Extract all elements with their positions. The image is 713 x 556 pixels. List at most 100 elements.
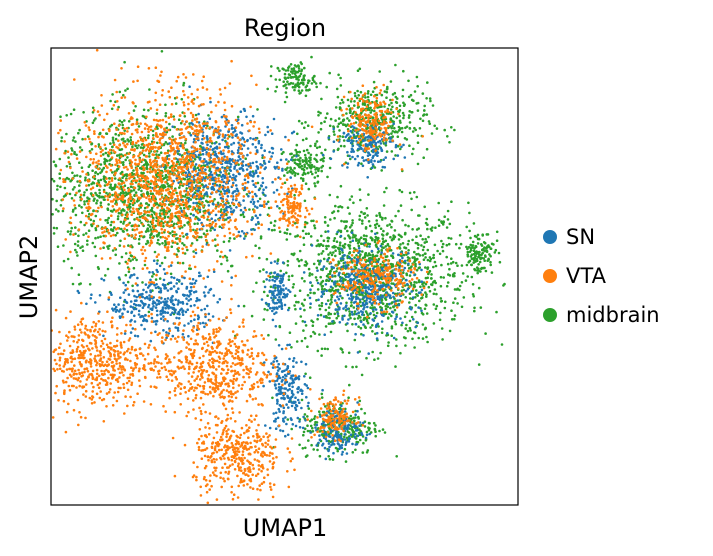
point-midbrain-c5 xyxy=(259,237,263,240)
point-midbrain-c6 xyxy=(294,172,297,175)
point-midbrain-c1 xyxy=(403,103,407,106)
point-midbrain-c5 xyxy=(65,165,69,168)
point-midbrain-c0 xyxy=(330,301,333,304)
point-sn-c1 xyxy=(350,310,354,314)
point-midbrain-c0 xyxy=(327,253,330,256)
point-midbrain-c2 xyxy=(321,410,325,414)
point-sn-c0 xyxy=(240,123,244,127)
point-midbrain-c5 xyxy=(131,145,134,149)
point-midbrain-c4 xyxy=(291,85,295,89)
point-midbrain-c1 xyxy=(342,139,346,142)
point-midbrain-c5 xyxy=(105,191,108,195)
point-midbrain-c4 xyxy=(294,84,297,87)
point-midbrain-c0 xyxy=(430,273,433,276)
point-midbrain-c0 xyxy=(437,218,441,222)
point-midbrain-c5 xyxy=(218,225,222,228)
point-midbrain-c0 xyxy=(308,272,312,275)
point-sn-c0 xyxy=(251,143,255,146)
point-midbrain-c0 xyxy=(402,288,406,292)
point-midbrain-c5 xyxy=(119,239,122,243)
point-midbrain-c4 xyxy=(284,83,288,86)
point-sn-c3 xyxy=(273,357,277,360)
point-midbrain-c1 xyxy=(433,124,437,128)
point-midbrain-c1 xyxy=(380,169,384,172)
point-midbrain-c5 xyxy=(98,194,101,198)
point-midbrain-c5 xyxy=(195,238,199,242)
point-sn-c3 xyxy=(281,375,285,379)
point-midbrain-c5 xyxy=(141,281,144,284)
point-midbrain-c4 xyxy=(288,73,292,77)
point-midbrain-c5 xyxy=(158,212,162,215)
point-sn-c3 xyxy=(292,359,295,363)
point-midbrain-c5 xyxy=(227,201,230,205)
point-midbrain-c0 xyxy=(502,284,505,287)
point-sn-c0 xyxy=(227,130,230,133)
point-sn-c2 xyxy=(111,307,114,311)
point-midbrain-c5 xyxy=(134,105,137,108)
point-midbrain-c5 xyxy=(150,233,153,236)
point-midbrain-c0 xyxy=(460,281,464,284)
point-midbrain-c0 xyxy=(384,307,388,311)
point-sn-c0 xyxy=(256,165,260,169)
point-sn-c2 xyxy=(133,314,136,318)
point-midbrain-c3 xyxy=(478,250,481,254)
point-sn-c2 xyxy=(157,285,160,289)
point-midbrain-c0 xyxy=(390,334,394,338)
point-sn-c3 xyxy=(290,389,294,393)
point-sn-c1 xyxy=(369,285,373,288)
point-midbrain-c5 xyxy=(184,141,187,145)
point-sn-c2 xyxy=(181,300,184,304)
point-midbrain-c5 xyxy=(56,188,59,191)
point-sn-c3 xyxy=(295,361,298,364)
point-midbrain-c0 xyxy=(320,287,324,291)
point-midbrain-c5 xyxy=(74,206,77,210)
point-sn-c2 xyxy=(203,307,207,311)
point-midbrain-c5 xyxy=(111,171,114,174)
point-sn-c2 xyxy=(189,286,193,289)
point-midbrain-c5 xyxy=(140,189,143,193)
point-midbrain-c2 xyxy=(318,410,321,414)
point-midbrain-c5 xyxy=(179,180,183,183)
point-sn-c0 xyxy=(228,249,232,252)
point-midbrain-c4 xyxy=(297,78,300,82)
point-sn-c0 xyxy=(211,176,215,179)
point-midbrain-c0 xyxy=(309,291,312,295)
point-midbrain-c4 xyxy=(295,65,298,68)
point-midbrain-c0 xyxy=(428,259,432,263)
point-sn-c0 xyxy=(185,232,189,236)
point-midbrain-c0 xyxy=(373,238,377,242)
point-midbrain-c5 xyxy=(120,227,123,231)
point-midbrain-c1 xyxy=(416,109,420,112)
point-midbrain-c2 xyxy=(367,428,371,432)
point-midbrain-c0 xyxy=(332,251,335,254)
point-sn-c2 xyxy=(187,334,190,338)
point-midbrain-c1 xyxy=(387,126,390,130)
point-sn-c0 xyxy=(261,191,265,194)
point-midbrain-c1 xyxy=(429,99,432,103)
point-sn-c1 xyxy=(405,278,408,282)
point-midbrain-c1 xyxy=(421,119,425,123)
point-sn-c2 xyxy=(155,283,158,286)
point-midbrain-c6 xyxy=(303,165,307,168)
point-midbrain-c5 xyxy=(78,128,81,132)
point-midbrain-c5 xyxy=(65,132,68,136)
point-midbrain-c0 xyxy=(364,239,368,242)
point-midbrain-c0 xyxy=(417,336,421,340)
point-midbrain-c5 xyxy=(111,249,115,252)
point-midbrain-c5 xyxy=(92,119,96,122)
point-sn-c1 xyxy=(375,331,379,335)
point-midbrain-c5 xyxy=(116,167,120,170)
point-midbrain-c0 xyxy=(324,308,328,312)
point-sn-c3 xyxy=(278,392,282,395)
point-sn-c1 xyxy=(391,252,395,255)
point-sn-c0 xyxy=(213,163,216,166)
point-sn-c2 xyxy=(155,303,158,307)
point-midbrain-c5 xyxy=(256,108,259,111)
point-sn-c0 xyxy=(260,184,264,188)
point-sn-c3 xyxy=(279,429,282,432)
point-sn-c2 xyxy=(137,304,140,307)
point-sn-c3 xyxy=(284,387,288,390)
point-sn-c0 xyxy=(275,188,279,192)
point-midbrain-c6 xyxy=(294,148,298,152)
point-midbrain-c0 xyxy=(407,239,411,243)
